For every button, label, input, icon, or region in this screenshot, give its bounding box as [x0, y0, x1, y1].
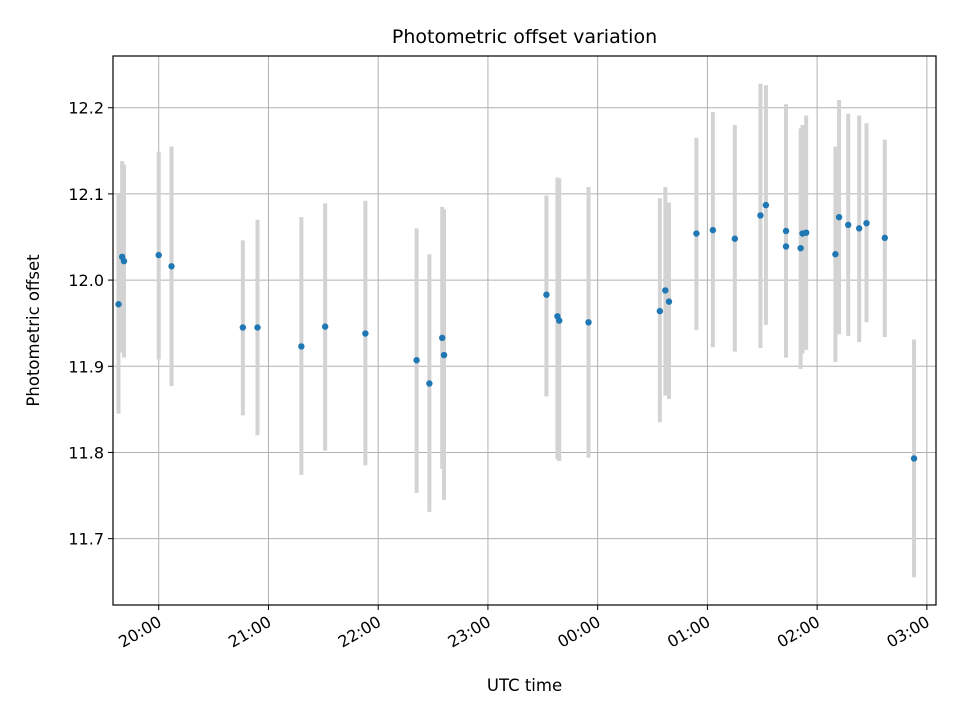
data-point [543, 291, 550, 298]
data-point [440, 351, 448, 359]
data-point [802, 229, 810, 236]
x-axis-label: UTC time [487, 676, 562, 695]
data-point [762, 201, 770, 209]
data-point [426, 380, 433, 387]
data-point [832, 251, 839, 258]
data-point [855, 225, 863, 232]
data-point [254, 324, 261, 331]
y-axis-ticks: 11.7 11.8 11.9 12.0 12.1 12.2 [68, 99, 113, 549]
data-point [239, 324, 247, 331]
y-tick-label: 11.8 [68, 443, 104, 462]
data-point [556, 317, 563, 324]
data-point [835, 213, 843, 221]
y-axis-label: Photometric offset [24, 254, 43, 407]
data-point [910, 455, 918, 462]
data-point [656, 307, 664, 315]
data-point [797, 244, 804, 252]
y-tick-label: 11.9 [68, 357, 104, 376]
data-point [321, 323, 329, 330]
data-point [881, 234, 888, 242]
data-point [413, 357, 420, 364]
y-tick-label: 12.1 [68, 185, 104, 204]
data-point [693, 230, 700, 237]
data-point [298, 343, 305, 350]
y-tick-label: 12.2 [68, 99, 104, 118]
data-point [845, 221, 852, 229]
y-tick-label: 12.0 [68, 271, 104, 290]
chart-title: Photometric offset variation [392, 26, 657, 48]
data-point [731, 235, 739, 242]
data-point [585, 319, 592, 326]
data-point [863, 219, 870, 227]
data-point [782, 243, 790, 250]
data-point [665, 298, 673, 305]
data-points [115, 201, 918, 462]
data-point [120, 257, 128, 265]
data-point [439, 334, 446, 342]
data-point [709, 226, 717, 234]
data-point [155, 251, 162, 259]
plot-frame [112, 55, 937, 606]
data-point [362, 330, 369, 337]
data-point [782, 227, 790, 235]
y-tick-label: 11.7 [68, 530, 104, 549]
data-point [757, 212, 764, 219]
data-point [168, 263, 175, 270]
data-point [115, 301, 122, 308]
data-point [662, 287, 669, 294]
